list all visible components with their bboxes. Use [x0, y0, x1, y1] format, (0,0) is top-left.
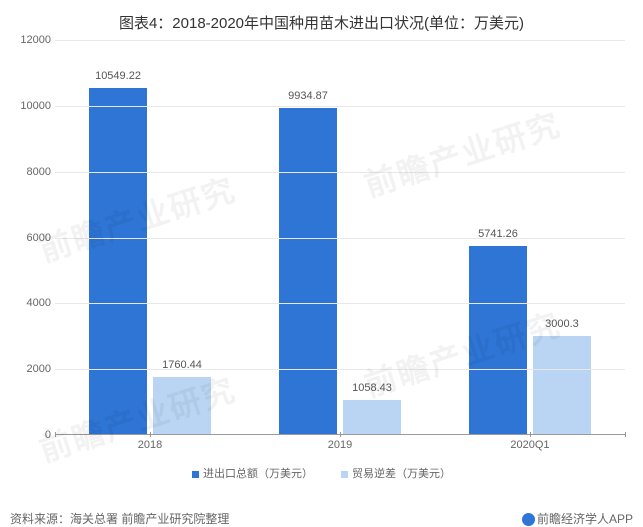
bar: 5741.26: [469, 246, 527, 435]
x-tick-mark: [340, 432, 341, 437]
grid-line: [55, 238, 625, 239]
grid-line: [55, 40, 625, 41]
grid-line: [55, 369, 625, 370]
x-axis: 2018 2019 2020Q1: [55, 437, 625, 457]
source-text: 资料来源：海关总署 前瞻产业研究院整理: [10, 510, 229, 527]
bar: 1058.43: [343, 400, 401, 435]
bar: 9934.87: [279, 108, 337, 435]
y-axis: 020004000600080001000012000: [15, 40, 55, 435]
source-prefix: 资料来源：: [10, 512, 70, 526]
chart-title: 图表4：2018-2020年中国种用苗木进出口状况(单位：万美元): [0, 0, 643, 33]
bar-value-label: 3000.3: [545, 318, 579, 330]
legend-item: 贸易逆差（万美元）: [341, 465, 451, 481]
brand-icon: [522, 513, 535, 526]
x-tick-label: 2018: [138, 439, 162, 451]
y-tick-label: 0: [45, 429, 51, 441]
bar-value-label: 10549.22: [95, 70, 141, 82]
source-body: 海关总署 前瞻产业研究院整理: [70, 512, 229, 526]
y-tick-label: 12000: [20, 34, 51, 46]
y-tick-label: 2000: [27, 363, 51, 375]
bar: 10549.22: [89, 88, 147, 435]
legend-item: 进出口总额（万美元）: [192, 465, 313, 481]
grid-line: [55, 106, 625, 107]
chart-plot-area: 020004000600080001000012000 10549.221760…: [55, 40, 625, 435]
y-tick-label: 8000: [27, 166, 51, 178]
bar: 1760.44: [153, 377, 211, 435]
y-tick-label: 4000: [27, 297, 51, 309]
x-tick-label: 2020Q1: [510, 439, 549, 451]
grid-line: [55, 172, 625, 173]
legend-marker: [192, 471, 199, 478]
y-tick-label: 10000: [20, 100, 51, 112]
legend-label: 贸易逆差（万美元）: [352, 468, 451, 480]
legend: 进出口总额（万美元） 贸易逆差（万美元）: [0, 465, 643, 481]
legend-marker: [341, 471, 348, 478]
brand-label: 前瞻经济学人APP: [537, 512, 633, 526]
bar-value-label: 9934.87: [288, 90, 328, 102]
x-tick-mark: [530, 432, 531, 437]
y-tick-label: 6000: [27, 232, 51, 244]
bar-value-label: 1058.43: [352, 382, 392, 394]
brand-text: 前瞻经济学人APP: [522, 510, 633, 527]
x-tick-label: 2019: [328, 439, 352, 451]
x-tick-mark: [55, 432, 56, 437]
x-tick-mark: [150, 432, 151, 437]
legend-label: 进出口总额（万美元）: [203, 468, 313, 480]
grid-line: [55, 303, 625, 304]
x-tick-mark: [625, 432, 626, 437]
bar: 3000.3: [533, 336, 591, 435]
